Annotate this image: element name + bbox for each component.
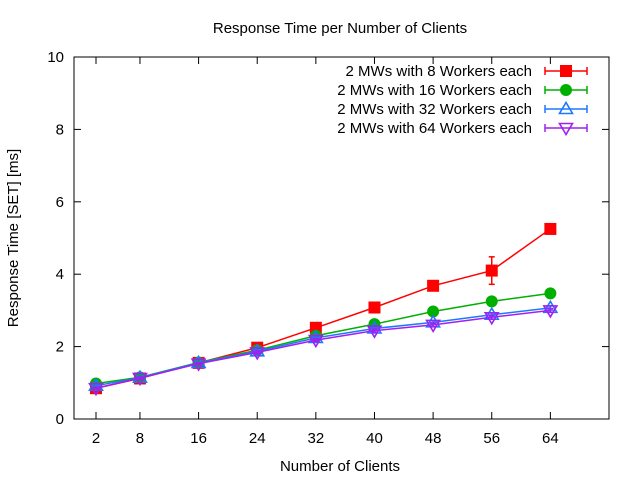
- chart-title: Response Time per Number of Clients: [213, 20, 467, 37]
- data-point: [132, 372, 148, 387]
- x-axis-label: Number of Clients: [280, 458, 400, 475]
- x-tick-label: 24: [249, 430, 266, 447]
- x-tick-label: 40: [366, 430, 383, 447]
- legend: 2 MWs with 8 Workers each 2 MWs with 16 W…: [337, 63, 588, 137]
- data-point: [427, 279, 440, 292]
- y-tick-label: 6: [56, 194, 64, 211]
- series-line: [95, 228, 551, 389]
- legend-label: 2 MWs with 8 Workers each: [346, 63, 532, 80]
- legend-entry: 2 MWs with 32 Workers each: [337, 100, 588, 118]
- legend-marker: [558, 122, 574, 137]
- data-point: [544, 222, 557, 235]
- legend-marker: [560, 84, 572, 96]
- x-tick-label: 8: [136, 430, 144, 447]
- x-tick-label: 2: [92, 430, 100, 447]
- legend-label: 2 MWs with 16 Workers each: [337, 82, 532, 99]
- data-point: [307, 334, 324, 349]
- data-point: [366, 320, 383, 334]
- data-point: [190, 358, 207, 372]
- data-point: [366, 325, 383, 339]
- legend-label: 2 MWs with 32 Workers each: [337, 101, 532, 118]
- legend-entry: 2 MWs with 8 Workers each: [346, 63, 588, 80]
- data-point: [368, 301, 381, 314]
- data-point: [307, 329, 324, 344]
- legend-entry: 2 MWs with 64 Workers each: [337, 120, 588, 137]
- y-tick-label: 8: [56, 121, 64, 138]
- y-tick-label: 2: [56, 339, 64, 356]
- data-point: [483, 311, 500, 326]
- series-line: [95, 307, 551, 387]
- series-line: [95, 309, 551, 389]
- legend-marker: [560, 65, 572, 77]
- y-axis-label: Response Time [SET] [ms]: [5, 149, 22, 327]
- x-tick-label: 48: [425, 430, 442, 447]
- data-point: [425, 319, 442, 333]
- data-point: [542, 305, 559, 319]
- data-point: [485, 264, 498, 277]
- data-point: [544, 287, 557, 300]
- series-4: [88, 305, 559, 397]
- y-tick-label: 10: [47, 49, 64, 66]
- data-point: [249, 343, 266, 357]
- x-tick-label: 32: [308, 430, 325, 447]
- series-1: [89, 222, 557, 395]
- y-tick-label: 0: [56, 411, 64, 428]
- data-point: [485, 295, 498, 308]
- x-tick-label: 56: [483, 430, 500, 447]
- data-point: [88, 377, 104, 391]
- legend-label: 2 MWs with 64 Workers each: [337, 120, 532, 137]
- x-tick-label: 64: [542, 430, 559, 447]
- legend-entry: 2 MWs with 16 Workers each: [337, 82, 588, 99]
- data-point: [88, 382, 104, 397]
- x-tick-label: 16: [190, 430, 207, 447]
- plot-frame: [73, 56, 610, 420]
- legend-marker: [558, 100, 574, 115]
- series-layer: [88, 222, 559, 397]
- y-tick-label: 4: [56, 266, 64, 283]
- data-point: [249, 347, 266, 361]
- data-point: [190, 354, 207, 369]
